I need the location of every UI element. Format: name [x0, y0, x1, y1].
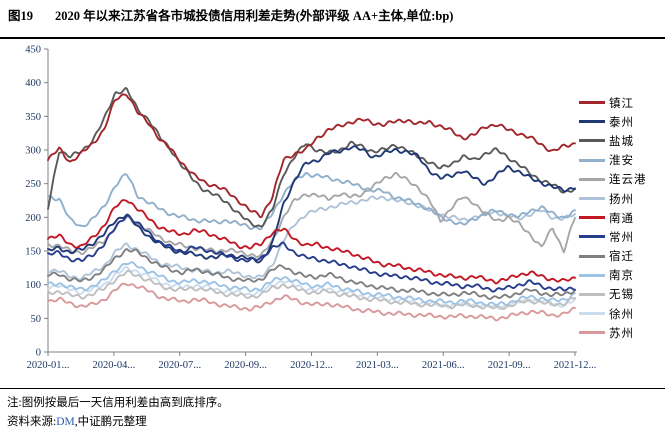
source-link: DM	[56, 416, 75, 428]
legend-item-suzhou: 苏州	[579, 323, 647, 342]
legend-label-yangzhou: 扬州	[609, 193, 634, 206]
legend-item-yancheng: 盐城	[579, 131, 647, 150]
legend-label-wuxi: 无锡	[609, 289, 634, 302]
legend-label-taizhou: 泰州	[609, 116, 634, 129]
legend-swatch-lianyungang	[579, 177, 605, 181]
series-line-taizhou	[47, 145, 576, 264]
legend-label-nanjing: 南京	[609, 270, 634, 283]
legend-swatch-xuzhou	[579, 312, 605, 316]
legend-item-lianyungang: 连云港	[579, 170, 647, 189]
y-tick-label: 100	[25, 280, 41, 291]
x-tick-label: 2021-09...	[488, 360, 531, 371]
legend-label-suzhou: 苏州	[609, 327, 634, 340]
y-tick-label: 0	[36, 348, 41, 359]
legend-swatch-wuxi	[579, 292, 605, 296]
x-tick-label: 2020-07...	[158, 360, 201, 371]
chart-note: 注:图例按最后一天信用利差由高到底排序。	[7, 397, 229, 409]
x-tick-label: 2021-12...	[554, 360, 597, 371]
chart-legend: 镇江泰州盐城淮安连云港扬州南通常州宿迁南京无锡徐州苏州	[579, 93, 647, 342]
legend-item-huaian: 淮安	[579, 151, 647, 170]
title-divider	[0, 37, 665, 39]
legend-swatch-taizhou	[579, 120, 605, 124]
series-line-nantong	[47, 199, 576, 285]
series-line-suqian	[47, 248, 576, 300]
y-tick-label: 200	[25, 213, 41, 224]
legend-swatch-huaian	[579, 158, 605, 162]
legend-label-changzhou: 常州	[609, 231, 634, 244]
legend-swatch-suzhou	[579, 331, 605, 335]
series-line-suzhou	[47, 282, 576, 322]
series-line-changzhou	[47, 214, 576, 293]
legend-swatch-yangzhou	[579, 197, 605, 201]
legend-item-nantong: 南通	[579, 208, 647, 227]
x-tick-label: 2021-03...	[356, 360, 399, 371]
legend-item-changzhou: 常州	[579, 227, 647, 246]
chart-divider	[0, 388, 665, 389]
y-tick-label: 50	[31, 314, 42, 325]
legend-label-yancheng: 盐城	[609, 135, 634, 148]
x-tick-label: 2020-04...	[92, 360, 135, 371]
legend-item-xuzhou: 徐州	[579, 304, 647, 323]
y-tick-label: 400	[25, 78, 41, 89]
legend-swatch-nanjing	[579, 273, 605, 277]
legend-item-zhenjiang: 镇江	[579, 93, 647, 112]
source-rest: ,中证鹏元整理	[74, 416, 147, 428]
y-tick-label: 150	[25, 247, 41, 258]
y-tick-label: 350	[25, 112, 41, 123]
x-tick-label: 2021-06...	[422, 360, 465, 371]
legend-item-nanjing: 南京	[579, 266, 647, 285]
figure-label: 图19	[8, 9, 34, 23]
figure-title-row: 图19 2020 年以来江苏省各市城投债信用利差走势(外部评级 AA+主体,单位:…	[8, 5, 453, 24]
legend-label-xuzhou: 徐州	[609, 308, 634, 321]
x-tick-label: 2020-12...	[290, 360, 333, 371]
legend-label-nantong: 南通	[609, 212, 634, 225]
legend-label-lianyungang: 连云港	[609, 174, 647, 187]
legend-item-suqian: 宿迁	[579, 247, 647, 266]
legend-swatch-nantong	[579, 216, 605, 220]
credit-spread-line-chart: 0 50 100 150 200 250 300 350 400 450 2020-01... 202…	[25, 45, 597, 372]
y-tick-label: 450	[25, 45, 41, 56]
y-tick-label: 300	[25, 146, 41, 157]
legend-swatch-zhenjiang	[579, 101, 605, 105]
series-line-huaian	[47, 171, 576, 231]
legend-item-taizhou: 泰州	[579, 112, 647, 131]
legend-item-wuxi: 无锡	[579, 285, 647, 304]
legend-swatch-suqian	[579, 254, 605, 258]
figure-title: 2020 年以来江苏省各市城投债信用利差走势(外部评级 AA+主体,单位:bp)	[55, 9, 454, 23]
x-tick-label: 2020-01...	[27, 360, 70, 371]
source-label: 资料来源:	[7, 416, 57, 428]
source-line: 资料来源:DM,中证鹏元整理	[7, 413, 147, 429]
legend-swatch-yancheng	[579, 139, 605, 143]
legend-item-yangzhou: 扬州	[579, 189, 647, 208]
x-tick-label: 2020-09...	[224, 360, 267, 371]
legend-label-huaian: 淮安	[609, 155, 634, 168]
legend-label-zhenjiang: 镇江	[609, 97, 634, 110]
y-tick-label: 250	[25, 179, 41, 190]
series-line-yancheng	[47, 86, 576, 228]
legend-swatch-changzhou	[579, 235, 605, 239]
series-line-wuxi	[47, 269, 576, 311]
legend-label-suqian: 宿迁	[609, 251, 634, 264]
series-line-zhenjiang	[47, 93, 576, 219]
